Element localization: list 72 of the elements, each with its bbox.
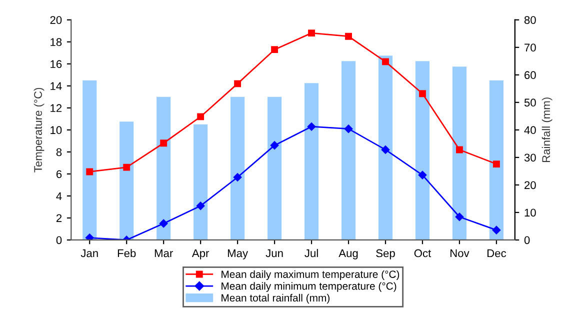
point — [419, 90, 426, 98]
bar — [194, 124, 208, 240]
point — [196, 202, 205, 210]
y-tick-label: 2 — [56, 214, 62, 222]
point — [456, 146, 463, 154]
point — [308, 30, 315, 37]
y2-tick-label: 60 — [524, 71, 536, 80]
y-tick-label: 6 — [56, 170, 62, 178]
bar — [230, 96, 245, 240]
bar — [341, 61, 356, 240]
point — [233, 173, 242, 182]
point — [382, 58, 389, 66]
x-tick-label: Oct — [414, 249, 432, 258]
x-tick-label: Sep — [376, 249, 395, 260]
point — [197, 113, 204, 120]
x-tick-label: Jun — [266, 249, 283, 258]
y2-axis-title: Rainfall (mm) — [542, 98, 552, 162]
y-tick-label: 4 — [56, 192, 62, 200]
x-tick-label: May — [228, 249, 248, 260]
point — [307, 122, 316, 131]
point — [492, 160, 500, 168]
point — [345, 32, 352, 40]
bar — [120, 122, 134, 240]
y-tick-label: 20 — [50, 16, 62, 24]
y2-tick-label: 70 — [524, 44, 536, 52]
y-tick-label: 0 — [56, 236, 62, 244]
y2-tick-label: 50 — [524, 98, 536, 107]
y2-tick-label: 0 — [524, 236, 530, 244]
y-tick-label: 8 — [56, 148, 62, 156]
y-tick-label: 12 — [50, 104, 62, 112]
bar — [415, 61, 430, 240]
bar — [452, 66, 466, 240]
x-tick-label: Apr — [192, 249, 210, 260]
point — [455, 212, 464, 221]
legend-label: Mean total rainfall (mm) — [222, 294, 330, 304]
y2-tick-label: 80 — [524, 16, 536, 24]
y2-tick-label: 20 — [524, 181, 536, 190]
y-tick-label: 10 — [50, 126, 62, 134]
legend-label: Mean daily maximum temperature (°C) — [222, 270, 400, 280]
point — [381, 146, 390, 154]
point — [234, 80, 242, 88]
bar — [156, 96, 171, 240]
point — [160, 140, 168, 147]
x-tick-label: Mar — [154, 249, 173, 258]
y2-tick-label: 30 — [524, 154, 536, 162]
bar — [489, 80, 504, 240]
point — [418, 170, 427, 180]
point — [270, 141, 279, 150]
bar — [82, 80, 97, 240]
x-tick-label: Jan — [80, 249, 98, 258]
x-tick-label: Jul — [304, 249, 318, 258]
x-tick-label: Dec — [487, 249, 506, 258]
y-tick-label: 14 — [50, 82, 62, 90]
point — [86, 168, 94, 176]
x-tick-label: Aug — [338, 249, 358, 260]
point — [85, 234, 94, 240]
legend-label: Mean daily minimum temperature (°C) — [222, 282, 396, 292]
x-tick-label: Nov — [450, 249, 470, 258]
bar — [268, 96, 282, 240]
y-axis-title: Temperature (°C) — [34, 88, 44, 172]
point — [159, 219, 168, 228]
x-tick-label: Feb — [118, 249, 136, 258]
bar — [378, 56, 393, 240]
y-tick-label: 18 — [50, 38, 62, 46]
bar — [304, 83, 319, 240]
point — [492, 226, 501, 234]
point — [344, 124, 353, 133]
point — [123, 164, 130, 171]
point — [271, 46, 278, 54]
y2-tick-label: 10 — [524, 208, 536, 217]
y2-tick-label: 40 — [524, 126, 536, 134]
y-tick-label: 16 — [50, 60, 62, 68]
